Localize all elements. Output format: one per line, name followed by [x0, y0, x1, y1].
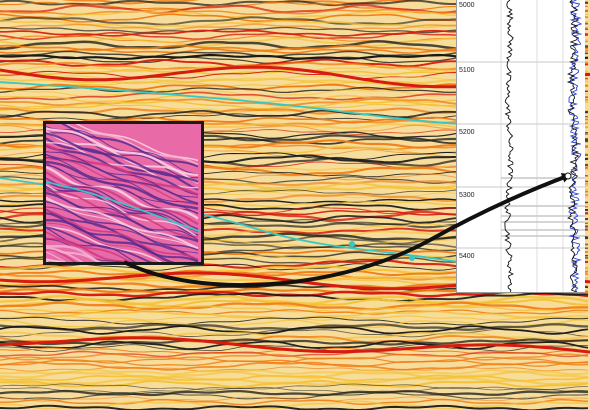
seismic-reflector — [0, 404, 589, 410]
well-log-panel: 5000 5100 5200 5300 5400 — [456, 0, 585, 293]
seismic-reflector — [0, 301, 589, 311]
seismic-reflector — [0, 298, 589, 308]
inset-reflector — [46, 126, 199, 175]
horizon-pick — [409, 255, 415, 261]
seismic-reflector — [0, 340, 589, 350]
inset-reflector — [46, 247, 101, 262]
zoom-inset-image — [46, 124, 201, 262]
seismic-reflector — [0, 398, 589, 406]
seismic-reflector — [0, 336, 590, 354]
inset-reflector — [46, 248, 77, 262]
inset-reflector — [60, 124, 199, 168]
well-log-trace — [566, 0, 580, 293]
inset-reflector — [46, 246, 84, 262]
horizon-pick — [349, 241, 355, 247]
seismic-reflector — [0, 391, 589, 400]
seismic-reflector — [0, 396, 589, 402]
seismic-reflector — [0, 374, 589, 382]
inset-reflector — [46, 244, 101, 262]
depth-label: 5400 — [459, 253, 475, 260]
depth-label: 5200 — [459, 129, 475, 136]
depth-label: 5100 — [459, 67, 475, 74]
inset-reflector — [46, 226, 153, 262]
inset-reflector — [46, 237, 136, 262]
well-log-tracks — [457, 0, 585, 293]
interpreted-horizon — [0, 81, 461, 125]
seismic-reflector — [0, 315, 589, 321]
inset-reflector — [46, 218, 175, 262]
seismic-reflector — [0, 305, 589, 313]
zoom-inset — [43, 121, 204, 265]
seismic-reflector — [0, 316, 589, 326]
depth-label: 5300 — [459, 192, 475, 199]
seismic-reflector — [0, 353, 589, 361]
seismic-reflector — [0, 361, 589, 371]
seismic-reflector — [0, 383, 589, 391]
seismic-reflector — [0, 338, 589, 346]
seismic-reflector — [0, 344, 589, 352]
seismic-reflector — [0, 389, 589, 397]
inset-reflector — [46, 231, 133, 262]
inset-reflector — [46, 222, 166, 262]
depth-label: 5000 — [459, 2, 475, 9]
inset-reflector — [46, 131, 198, 179]
seismic-reflector — [0, 386, 588, 394]
seismic-reflector — [0, 328, 589, 338]
inset-reflector — [64, 124, 199, 166]
seismic-reflector — [0, 368, 589, 376]
well-log-trace-blue — [568, 0, 583, 293]
inset-reflector — [46, 225, 163, 262]
seismic-reflector — [0, 366, 589, 372]
seismic-reflector — [0, 325, 589, 335]
